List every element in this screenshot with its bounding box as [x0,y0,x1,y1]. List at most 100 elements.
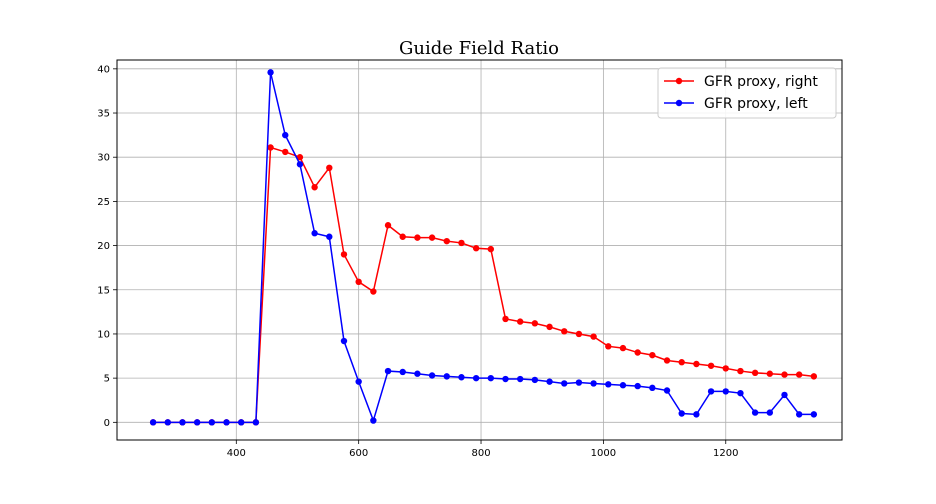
data-point [384,367,392,375]
data-point [472,245,480,252]
data-point [663,357,671,364]
data-point [634,349,641,356]
data-point [487,374,495,382]
y-tick-label: 35 [97,109,110,120]
legend-label: GFR proxy, right [704,74,818,90]
data-point [678,410,685,417]
data-point [355,378,362,385]
data-point [340,251,348,258]
data-point [722,388,729,395]
y-tick-label: 30 [97,153,110,164]
data-point [546,378,553,385]
data-point [399,233,406,240]
data-point [693,411,700,418]
data-point [326,164,333,172]
data-point [458,374,465,381]
data-point [546,323,553,331]
data-point [443,373,450,380]
data-point [663,387,671,394]
data-point [575,330,583,338]
series-line [153,146,814,424]
data-point [766,370,774,377]
data-point [766,409,774,416]
chart-title: Guide Field Ratio [399,38,559,59]
tick-layer: 400 600 800 1000 1200 0 5 10 15 20 25 30 35 40 [97,64,738,459]
data-point [634,382,641,390]
data-point [179,419,186,426]
data-point [428,234,436,241]
data-point [223,419,230,426]
legend-marker [675,99,683,107]
data-point [737,389,744,397]
data-point [237,419,245,426]
data-point [605,381,612,388]
data-point [502,315,509,323]
x-tick-label: 1000 [591,448,616,459]
data-point [282,131,289,139]
data-point [707,388,715,395]
data-point [737,367,744,375]
data-point [149,419,157,426]
data-point [678,359,685,366]
data-point [561,380,568,387]
data-point [487,245,495,253]
data-point [252,419,260,426]
y-tick-label: 40 [97,64,110,75]
data-point [590,380,597,387]
data-point [751,369,759,377]
x-tick-label: 600 [349,448,368,459]
data-point [722,365,729,372]
data-point [414,370,421,377]
data-point [384,222,392,229]
data-point [443,237,450,245]
data-point [561,328,568,335]
y-tick-label: 25 [97,197,110,208]
x-tick-label: 400 [227,448,246,459]
x-tick-label: 800 [471,448,490,459]
data-point [516,318,524,325]
series-right [149,144,818,426]
data-point [296,154,304,161]
x-tick-label: 1200 [713,448,738,459]
data-point [282,148,289,156]
data-point [516,375,524,383]
data-point [267,69,274,76]
legend-item: GFR proxy, left [664,96,808,112]
data-point [795,371,803,378]
data-point [296,161,304,168]
data-point [751,409,759,416]
data-point [326,233,333,240]
series-left [149,69,818,426]
data-point [619,382,627,389]
data-point [590,333,597,340]
data-point [472,374,480,382]
y-tick-label: 20 [97,241,110,252]
data-point [399,368,406,376]
y-tick-label: 5 [104,374,110,385]
data-point [340,337,348,345]
data-point [605,343,612,350]
data-point [781,391,788,399]
series-layer [149,69,818,426]
data-point [164,419,171,426]
y-tick-label: 15 [97,285,110,296]
data-point [531,320,539,327]
data-point [311,230,318,237]
data-point [208,419,216,426]
data-point [707,362,715,369]
data-point [355,278,362,286]
plot-frame [116,59,843,441]
series-line [153,72,814,424]
data-point [575,379,583,386]
data-point [428,372,436,379]
y-tick-label: 0 [104,418,110,429]
data-point [531,376,539,384]
legend: GFR proxy, right GFR proxy, left [657,67,837,119]
data-point [781,371,788,378]
data-point [810,373,818,380]
data-point [370,288,377,295]
data-point [414,234,421,241]
data-point [193,419,201,426]
legend-label: GFR proxy, left [704,96,808,112]
